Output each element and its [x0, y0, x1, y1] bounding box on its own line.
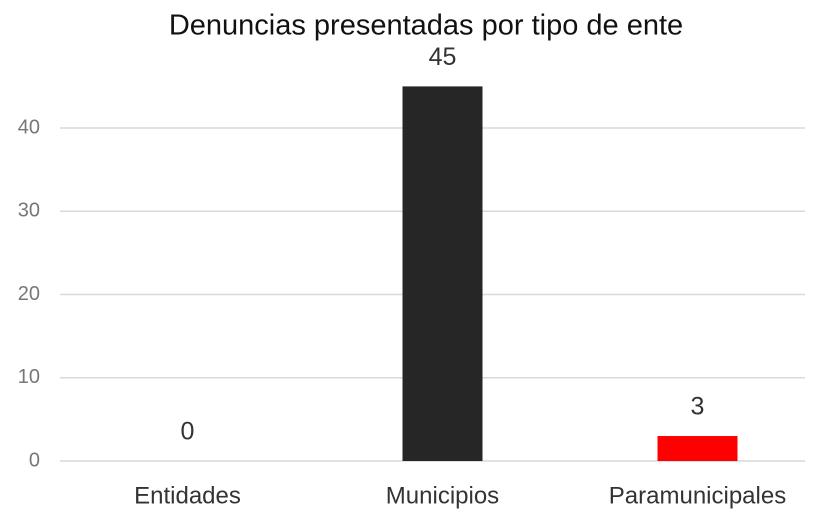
- y-tick-label: 40: [18, 116, 40, 138]
- y-tick-label: 20: [18, 283, 40, 305]
- y-tick-label: 10: [18, 366, 40, 388]
- chart-title: Denuncias presentadas por tipo de ente: [169, 10, 683, 42]
- x-tick-label: Entidades: [134, 482, 241, 509]
- x-tick-label: Municipios: [386, 482, 499, 509]
- bar: [657, 436, 738, 461]
- bar: [402, 86, 483, 462]
- value-label: 0: [181, 418, 195, 446]
- value-label: 3: [691, 393, 705, 421]
- value-label: 45: [429, 43, 457, 71]
- y-tick-label: 30: [18, 200, 40, 222]
- y-tick-label: 0: [29, 449, 40, 471]
- x-tick-label: Paramunicipales: [609, 482, 786, 509]
